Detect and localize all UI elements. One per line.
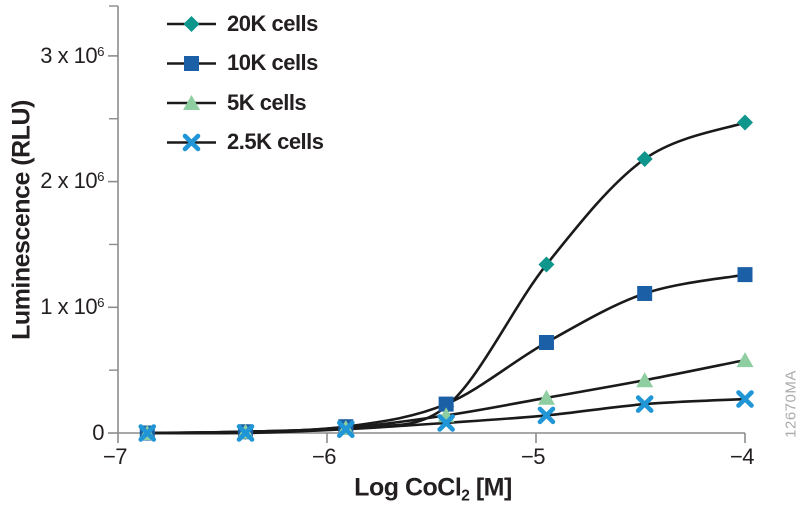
y-tick-label-2e6: 2 x 106 [0, 168, 104, 197]
data-point-marker-square [737, 267, 753, 283]
legend-marker-diamond [183, 16, 200, 32]
data-point-marker-x [138, 424, 157, 442]
data-point-marker-diamond [737, 114, 753, 131]
watermark-id: 12670MA [782, 370, 800, 438]
x-axis-title-text: Log CoCl [354, 473, 462, 502]
y-tick-label-1e6: 1 x 106 [0, 294, 104, 323]
x-tick-label-minus6: −6 [311, 444, 337, 469]
y-tick-exponent: 6 [97, 295, 104, 311]
x-tick-label-minus5: −5 [520, 444, 546, 469]
data-point-marker-triangle [636, 372, 654, 388]
x-tick-label-minus4: −4 [729, 444, 755, 469]
y-tick-exponent: 6 [97, 169, 104, 185]
legend-marker-x [182, 133, 201, 152]
data-point-marker-x [736, 390, 754, 408]
x-axis-title-unit: [M] [469, 473, 512, 502]
data-point-marker-diamond [636, 150, 653, 167]
y-tick-base: 3 x 10 [40, 43, 98, 68]
data-point-marker-x [635, 395, 654, 413]
x-axis-title-subscript: 2 [461, 487, 470, 505]
x-axis-title: Log CoCl2 [M] [354, 473, 512, 505]
y-tick-exponent: 6 [97, 44, 104, 60]
data-point-marker-x [236, 424, 255, 442]
data-point-marker-x [537, 406, 556, 425]
y-tick-label-3e6: 3 x 106 [0, 43, 104, 72]
data-point-marker-diamond [538, 256, 555, 273]
axes [117, 6, 745, 434]
legend-label-2.5k-cells: 2.5K cells [227, 129, 324, 154]
x-tick-label-minus7: −7 [102, 444, 128, 469]
y-tick-base: 0 [92, 420, 104, 445]
data-point-marker-square [538, 334, 554, 350]
data-point-marker-x [437, 414, 455, 432]
y-tick-base: 2 x 10 [40, 168, 98, 193]
series-curve-20k-cells [147, 121, 746, 435]
legend-label-10k-cells: 10K cells [227, 50, 318, 75]
y-tick-label-0: 0 [0, 420, 104, 449]
data-point-marker-x [337, 420, 355, 439]
data-point-marker-triangle [736, 352, 754, 368]
legend-marker-triangle [183, 95, 200, 110]
legend-label-20k-cells: 20K cells [227, 11, 318, 36]
legend-marker-square [184, 56, 199, 71]
data-point-marker-square [438, 396, 454, 412]
y-tick-base: 1 x 10 [40, 294, 98, 319]
data-point-marker-square [637, 285, 653, 301]
legend-label-5k-cells: 5K cells [227, 90, 307, 115]
data-point-marker-triangle [537, 389, 555, 405]
